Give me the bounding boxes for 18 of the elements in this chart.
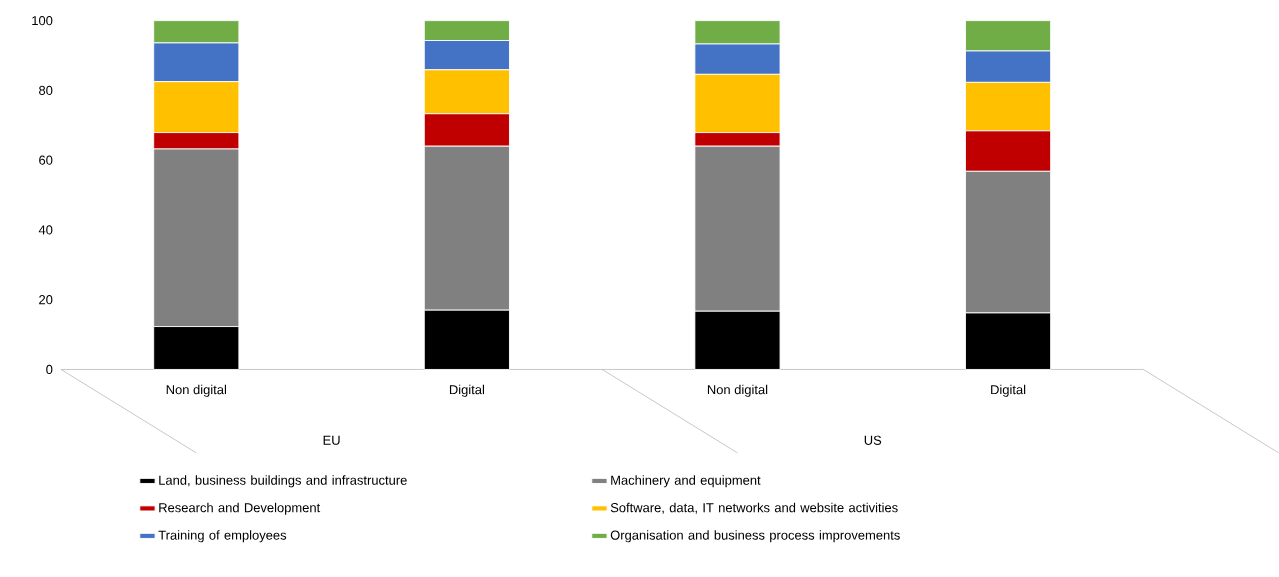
y-tick-label: 60 — [39, 155, 53, 165]
legend-label: Software, data, IT networks and website activities — [610, 502, 898, 514]
y-tick-label: 0 — [46, 365, 53, 375]
legend-label: Organisation and business process improvements — [610, 530, 900, 543]
y-tick-label: 40 — [38, 225, 53, 235]
legend-label: Research and Development — [159, 502, 321, 516]
text: EU — [323, 435, 340, 446]
y-tick-label: 80 — [39, 85, 53, 96]
legend-label: Training of employees — [158, 530, 287, 543]
legend-label: Machinery and equipment — [611, 475, 761, 488]
x-tick-label: Digital — [991, 384, 1026, 397]
x-tick-label: Non digital — [707, 384, 768, 397]
text: US — [864, 435, 882, 446]
y-tick-label: 20 — [39, 295, 53, 305]
x-tick-label: Digital — [449, 384, 485, 397]
x-tick-label: Non digital — [166, 384, 227, 397]
y-tick-label: 100 — [32, 16, 53, 26]
legend-label: Land, business buildings and infrastructure — [159, 475, 407, 488]
